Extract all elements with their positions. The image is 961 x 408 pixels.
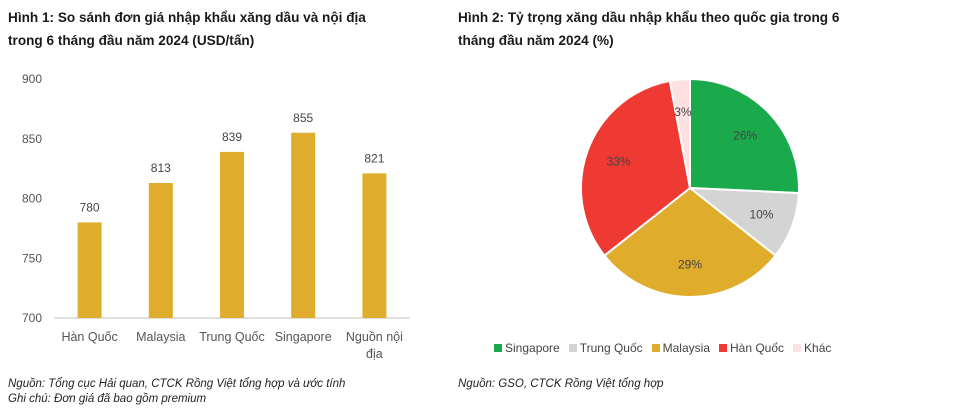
figure-1-title: Hình 1: So sánh đơn giá nhập khẩu xăng d…: [8, 6, 448, 52]
y-tick-label: 700: [22, 311, 42, 325]
legend-label: Khác: [804, 341, 832, 355]
pie-data-label: 33%: [607, 154, 631, 168]
figure-2-title: Hình 2: Tỷ trọng xăng dầu nhập khẩu theo…: [458, 6, 928, 52]
bar-data-label: 839: [222, 130, 242, 144]
pie-slice: [580, 79, 692, 257]
legend-item: Singapore: [494, 341, 560, 355]
legend-label: Malaysia: [662, 341, 710, 355]
pie-slice: [668, 77, 691, 189]
pie-legend: Singapore Trung Quốc Malaysia Hàn Quốc Khác: [494, 341, 840, 355]
figure-2-panel: Hình 2: Tỷ trọng xăng dầu nhập khẩu theo…: [458, 0, 961, 408]
legend-item: Hàn Quốc: [719, 341, 784, 355]
legend-swatch: [494, 344, 502, 352]
x-category-label: Trung Quốc: [199, 330, 265, 344]
pie-chart: 26% 10% 29% 33% 3%: [580, 77, 800, 298]
x-category-label: địa: [366, 347, 383, 361]
legend-label: Trung Quốc: [579, 341, 643, 355]
figure-1-note: Ghi chú: Đơn giá đã bao gồm premium: [8, 393, 207, 405]
x-category-label: Singapore: [275, 330, 332, 344]
figure-1-panel: Hình 1: So sánh đơn giá nhập khẩu xăng d…: [0, 0, 450, 408]
x-category-label: Nguồn nội: [346, 330, 403, 344]
legend-swatch: [793, 344, 802, 352]
bar-data-label: 780: [80, 200, 100, 214]
pie-data-label: 3%: [674, 105, 692, 119]
y-tick-label: 750: [22, 251, 42, 265]
legend-item: Khác: [793, 341, 831, 355]
figure-1-source: Nguồn: Tổng cục Hải quan, CTCK Rồng Việt…: [8, 378, 346, 390]
y-tick-label: 850: [22, 132, 42, 146]
pie-slice: [689, 77, 800, 195]
pie-data-label: 29%: [678, 257, 702, 271]
legend-label: Singapore: [505, 341, 560, 355]
bar: [220, 151, 244, 318]
bar-data-label: 855: [293, 111, 313, 125]
legend-item: Malaysia: [651, 341, 710, 355]
legend-swatch: [651, 344, 660, 352]
y-tick-label: 800: [22, 192, 42, 206]
bar: [291, 132, 316, 318]
bar-chart: 700 750 800 850 900 780 Hàn Quốc 813 Malaysia 839…: [22, 72, 410, 361]
figure-1-title-line-1: Hình 1: So sánh đơn giá nhập khẩu xăng d…: [8, 10, 366, 25]
figure-2-source: Nguồn: GSO, CTCK Rồng Việt tổng hợp: [458, 378, 664, 390]
pie-slice: [603, 186, 777, 298]
bar: [362, 173, 387, 318]
bar-data-label: 821: [364, 151, 384, 165]
pie-data-label: 26%: [733, 128, 757, 142]
pie-data-label: 10%: [749, 208, 773, 222]
figure-2-title-line-1: Hình 2: Tỷ trọng xăng dầu nhập khẩu theo…: [458, 10, 840, 25]
figure-1-title-line-2: trong 6 tháng đầu năm 2024 (USD/tấn): [8, 33, 255, 48]
figure-2-title-line-2: tháng đầu năm 2024 (%): [458, 33, 614, 48]
x-category-label: Malaysia: [136, 330, 185, 344]
x-category-label: Hàn Quốc: [61, 330, 117, 344]
legend-item: Trung Quốc: [568, 341, 643, 355]
bar: [77, 222, 102, 318]
bar: [148, 182, 173, 318]
bar-data-label: 813: [151, 161, 171, 175]
y-tick-label: 900: [22, 72, 42, 86]
legend-swatch: [568, 344, 577, 352]
legend-label: Hàn Quốc: [730, 341, 785, 355]
legend-swatch: [719, 344, 727, 352]
